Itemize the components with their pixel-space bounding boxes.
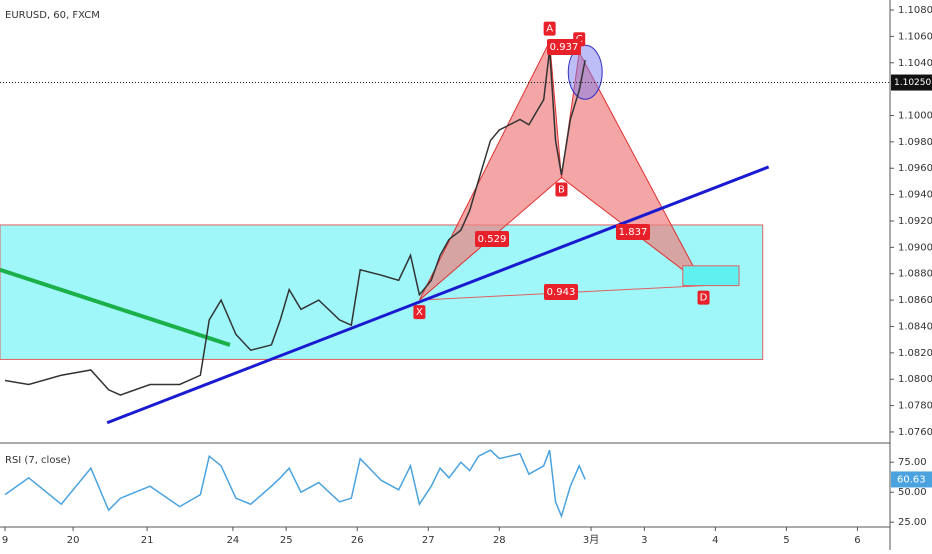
x-tick-label: 4 xyxy=(712,535,718,546)
ratio-box xyxy=(544,284,578,300)
x-tick-label: 26 xyxy=(351,535,364,546)
current-price-box xyxy=(891,74,932,91)
c-highlight xyxy=(567,44,603,100)
rsi-tick-label: 50.00 xyxy=(898,487,927,498)
rsi-last-box xyxy=(891,471,932,488)
point-label-box xyxy=(543,21,556,36)
y-tick-label: 1.09200 xyxy=(898,216,932,227)
ratio-label: 0.943 xyxy=(547,287,576,298)
y-tick-label: 1.10400 xyxy=(898,58,932,69)
point-label: X xyxy=(416,307,423,318)
x-tick-label: 28 xyxy=(493,535,506,546)
y-tick-label: 1.08600 xyxy=(898,295,932,306)
ratio-label: 0.937 xyxy=(550,42,579,53)
point-label: A xyxy=(546,24,553,35)
green-line xyxy=(0,267,231,347)
rsi-last-label: 60.63 xyxy=(897,474,926,485)
point-label-box xyxy=(413,305,426,320)
x-tick-label: 20 xyxy=(67,535,80,546)
point-label: D xyxy=(700,293,708,304)
y-tick-label: 1.10600 xyxy=(898,31,932,42)
x-tick-label: 27 xyxy=(422,535,435,546)
point-label: B xyxy=(558,184,565,195)
chart-title: EURUSD, 60, FXCM xyxy=(5,10,100,21)
ratio-label: 0.529 xyxy=(478,234,507,245)
y-tick-label: 1.09800 xyxy=(898,137,932,148)
rsi-title: RSI (7, close) xyxy=(5,455,71,466)
target-box xyxy=(682,265,740,287)
point-label-box xyxy=(555,182,568,197)
point-label-box xyxy=(697,290,710,305)
rsi-tick-label: 25.00 xyxy=(898,517,927,528)
rsi-tick-label: 75.00 xyxy=(898,457,927,468)
y-tick-label: 1.07800 xyxy=(898,401,932,412)
current-price-label: 1.10250 xyxy=(894,78,931,88)
rsi-line xyxy=(4,449,586,519)
ratio-box xyxy=(616,224,650,240)
x-tick-label: 24 xyxy=(227,535,240,546)
trendline xyxy=(106,165,770,425)
y-tick-label: 1.08000 xyxy=(898,374,932,385)
ratio-box xyxy=(547,39,581,55)
y-tick-label: 1.09000 xyxy=(898,242,932,253)
x-tick-label: 3月 xyxy=(583,534,599,546)
price-line xyxy=(4,49,586,396)
y-tick-label: 1.09400 xyxy=(898,190,932,201)
x-tick-label: 6 xyxy=(854,535,860,546)
x-tick-label: 9 xyxy=(2,535,8,546)
y-tick-label: 1.08400 xyxy=(898,321,932,332)
ratio-label: 1.837 xyxy=(619,227,648,238)
y-tick-label: 1.07600 xyxy=(898,427,932,438)
ratio-box xyxy=(475,231,509,247)
x-tick-label: 5 xyxy=(783,535,789,546)
zone xyxy=(0,224,764,360)
y-tick-label: 1.10800 xyxy=(898,5,932,16)
y-tick-label: 1.09600 xyxy=(898,163,932,174)
y-tick-label: 1.10000 xyxy=(898,111,932,122)
x-tick-label: 21 xyxy=(141,535,154,546)
x-tick-label: 3 xyxy=(641,535,647,546)
x-tick-label: 25 xyxy=(280,535,293,546)
y-tick-label: 1.08200 xyxy=(898,348,932,359)
y-tick-label: 1.08800 xyxy=(898,269,932,280)
